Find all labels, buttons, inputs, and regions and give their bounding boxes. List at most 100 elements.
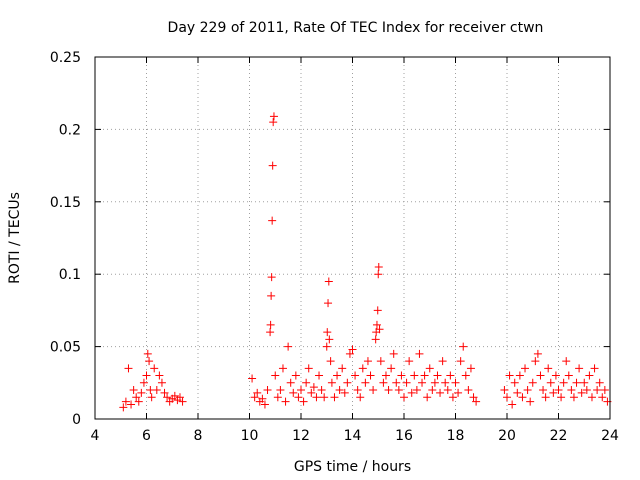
x-tick-label: 16 (395, 428, 413, 444)
data-point (134, 397, 143, 406)
data-point (448, 393, 457, 402)
data-point (260, 400, 269, 409)
data-point (384, 386, 393, 395)
data-point (515, 371, 524, 380)
data-point (536, 371, 545, 380)
data-point (567, 386, 576, 395)
data-point (340, 388, 349, 397)
data-point (323, 328, 332, 337)
data-point (320, 393, 329, 402)
x-tick-label: 22 (550, 428, 568, 444)
data-point (577, 388, 586, 397)
data-point (147, 393, 156, 402)
data-point (595, 378, 604, 387)
data-point (157, 378, 166, 387)
x-tick-label: 4 (91, 428, 100, 444)
data-point (294, 393, 303, 402)
data-point (289, 388, 298, 397)
data-point (121, 397, 130, 406)
data-points (119, 112, 612, 412)
data-point (428, 386, 437, 395)
data-point (461, 371, 470, 380)
data-point (304, 364, 313, 373)
data-point (250, 393, 259, 402)
data-point (464, 386, 473, 395)
data-point (572, 378, 581, 387)
data-point (425, 364, 434, 373)
data-point (363, 357, 372, 366)
data-point (443, 386, 452, 395)
data-point (273, 393, 282, 402)
data-point (469, 393, 478, 402)
data-point (600, 386, 609, 395)
x-tick-label: 6 (142, 428, 151, 444)
data-point (333, 371, 342, 380)
data-point (372, 320, 381, 329)
data-point (407, 388, 416, 397)
data-point (284, 342, 293, 351)
data-point (312, 393, 321, 402)
data-point (598, 393, 607, 402)
data-point (508, 400, 517, 409)
data-point (585, 371, 594, 380)
data-point (521, 364, 530, 373)
data-point (175, 393, 184, 402)
data-point (343, 378, 352, 387)
data-point (170, 391, 179, 400)
data-point (281, 397, 290, 406)
axis-ticks: 4 6 8 10 12 14 16 18 20 22 24 0 0.05 0.1 0.15 0.2 0.25 (50, 50, 619, 444)
x-tick-label: 8 (194, 428, 203, 444)
data-point (436, 388, 445, 397)
data-point (420, 371, 429, 380)
data-point (446, 371, 455, 380)
data-point (518, 393, 527, 402)
data-point (423, 393, 432, 402)
data-point (351, 371, 360, 380)
data-point (269, 112, 278, 121)
data-point (160, 388, 169, 397)
data-point (541, 393, 550, 402)
y-axis-label: ROTI / TECUs (7, 192, 23, 284)
x-tick-label: 12 (292, 428, 310, 444)
data-point (291, 371, 300, 380)
y-tick-label: 0.25 (50, 50, 81, 66)
data-point (503, 393, 511, 402)
data-point (325, 335, 334, 344)
data-point (513, 388, 522, 397)
data-point (361, 378, 370, 387)
data-point (353, 386, 362, 395)
data-point (500, 386, 509, 395)
data-point (554, 386, 563, 395)
data-point (374, 270, 383, 279)
data-point (266, 320, 275, 329)
data-point (546, 378, 555, 387)
grid-lines (95, 57, 610, 419)
data-point (269, 118, 278, 127)
data-point (562, 357, 571, 366)
data-point (315, 371, 324, 380)
data-point (258, 394, 267, 403)
data-point (266, 328, 275, 337)
data-point (405, 357, 414, 366)
data-point (356, 393, 365, 402)
data-point (124, 364, 133, 373)
data-point (271, 371, 280, 380)
data-point (145, 357, 154, 366)
data-point (374, 262, 383, 271)
data-point (127, 400, 136, 409)
data-point (394, 386, 403, 395)
data-point (253, 388, 262, 397)
chart-title: Day 229 of 2011, Rate Of TEC Index for r… (168, 20, 544, 36)
data-point (371, 335, 380, 344)
y-tick-label: 0.1 (59, 267, 81, 283)
data-point (326, 357, 335, 366)
data-point (248, 374, 257, 383)
data-point (456, 357, 465, 366)
data-point (267, 291, 276, 300)
data-point (309, 383, 318, 392)
data-point (531, 357, 540, 366)
data-point (415, 349, 424, 358)
data-point (580, 378, 589, 387)
data-point (129, 386, 138, 395)
data-point (587, 393, 596, 402)
